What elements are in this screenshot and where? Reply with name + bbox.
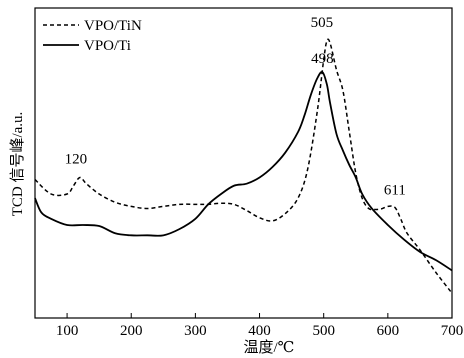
x-tick-label: 300 — [184, 323, 207, 339]
peak-label-611: 611 — [384, 182, 406, 198]
series-lines — [34, 38, 453, 294]
x-axis-title: 温度/℃ — [244, 339, 295, 356]
series-line-vpo-ti — [34, 71, 453, 272]
peak-annotations: 120 505 498 611 — [65, 15, 406, 198]
x-tick-label: 400 — [248, 323, 271, 339]
x-tick-label: 700 — [441, 323, 464, 339]
x-tick-label: 100 — [56, 323, 79, 339]
peak-label-505: 505 — [311, 15, 334, 31]
y-axis-title: TCD 信号峰/a.u. — [9, 112, 26, 217]
x-axis-ticks: 100 200 300 400 500 600 700 — [56, 313, 463, 339]
legend-label-vpo-ti: VPO/Ti — [84, 38, 131, 54]
x-tick-label: 200 — [120, 323, 143, 339]
peak-label-498: 498 — [311, 51, 334, 67]
peak-label-120: 120 — [65, 151, 88, 167]
x-tick-label: 600 — [377, 323, 400, 339]
legend-label-vpo-tin: VPO/TiN — [84, 18, 142, 34]
x-tick-label: 500 — [312, 323, 335, 339]
plot-frame — [34, 7, 453, 319]
legend: VPO/TiN VPO/Ti — [43, 18, 142, 54]
plot-area — [34, 7, 453, 319]
series-line-vpo-tin — [34, 38, 453, 294]
